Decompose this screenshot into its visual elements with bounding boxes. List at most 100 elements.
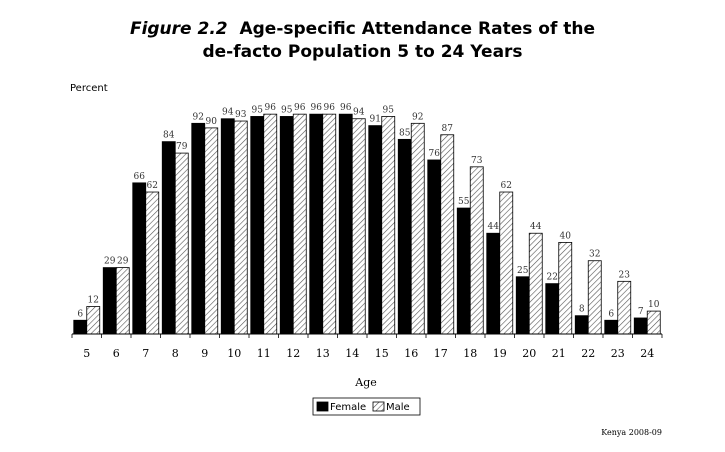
legend-box xyxy=(312,397,421,416)
data-label-female-18: 55 xyxy=(458,197,470,207)
data-label-male-16: 92 xyxy=(412,112,423,122)
legend-swatch-female xyxy=(316,401,329,412)
bar-male-16 xyxy=(410,122,425,335)
bar-female-15 xyxy=(368,125,383,335)
y-axis-label: Percent xyxy=(70,83,108,94)
data-label-male-20: 44 xyxy=(530,222,542,232)
bar-female-7 xyxy=(132,182,147,335)
bar-male-15 xyxy=(381,116,396,335)
data-label-female-16: 85 xyxy=(399,128,411,138)
x-tick-label-13: 13 xyxy=(316,347,330,360)
data-label-female-8: 84 xyxy=(163,131,175,141)
bar-female-6 xyxy=(102,267,117,335)
bar-female-18 xyxy=(456,207,471,335)
data-label-male-7: 62 xyxy=(147,181,158,191)
data-label-female-10: 94 xyxy=(222,108,234,118)
bar-male-19 xyxy=(499,191,514,335)
bar-female-12 xyxy=(279,116,294,335)
bar-male-14 xyxy=(351,118,366,335)
data-label-female-5: 6 xyxy=(77,309,83,319)
x-tick-label-7: 7 xyxy=(142,347,149,360)
data-label-female-19: 44 xyxy=(488,222,500,232)
bar-male-8 xyxy=(174,152,189,335)
bar-male-9 xyxy=(204,127,219,335)
x-tick-label-16: 16 xyxy=(404,347,418,360)
legend-label-female: Female xyxy=(330,402,366,413)
data-label-female-22: 8 xyxy=(579,305,585,315)
source-credit: Kenya 2008-09 xyxy=(601,428,662,437)
bar-female-17 xyxy=(427,159,442,335)
data-label-female-23: 6 xyxy=(608,309,614,319)
data-label-female-21: 22 xyxy=(547,273,558,283)
x-tick-label-15: 15 xyxy=(375,347,389,360)
data-label-male-19: 62 xyxy=(501,181,512,191)
title-line-2: de-facto Population 5 to 24 Years xyxy=(202,42,523,62)
data-label-male-13: 96 xyxy=(324,103,336,113)
bar-male-6 xyxy=(115,267,130,335)
data-label-female-11: 95 xyxy=(252,105,264,115)
bar-male-18 xyxy=(469,166,484,335)
x-tick-label-21: 21 xyxy=(552,347,566,360)
bar-male-22 xyxy=(587,260,602,335)
data-label-female-6: 29 xyxy=(104,257,116,267)
x-tick-label-20: 20 xyxy=(522,347,536,360)
x-tick-label-6: 6 xyxy=(113,347,120,360)
bar-female-5 xyxy=(73,319,88,335)
title-line-1: Figure 2.2 Age-specific Attendance Rates… xyxy=(0,18,725,41)
figure-number: Figure 2.2 xyxy=(129,19,228,39)
bar-female-20 xyxy=(515,276,530,335)
data-label-male-17: 87 xyxy=(442,124,454,134)
x-tick-label-10: 10 xyxy=(227,347,241,360)
x-tick-label-19: 19 xyxy=(493,347,507,360)
x-tick-label-12: 12 xyxy=(286,347,300,360)
bar-male-13 xyxy=(322,113,337,335)
bar-male-21 xyxy=(558,241,573,335)
bar-male-20 xyxy=(528,232,543,335)
bar-female-11 xyxy=(250,116,265,335)
data-label-female-24: 7 xyxy=(638,307,644,317)
legend: Female Male xyxy=(312,397,421,416)
bar-male-5 xyxy=(86,306,101,335)
legend-label-male: Male xyxy=(386,402,410,413)
data-label-female-9: 92 xyxy=(193,112,204,122)
chart-title: Figure 2.2 Age-specific Attendance Rates… xyxy=(0,18,725,64)
data-label-female-15: 91 xyxy=(370,115,381,125)
bar-female-19 xyxy=(486,232,501,335)
bar-male-7 xyxy=(145,191,160,335)
x-tick-label-17: 17 xyxy=(434,347,448,360)
x-axis-label: Age xyxy=(354,376,377,389)
x-tick-label-24: 24 xyxy=(640,347,654,360)
bar-female-23 xyxy=(604,319,619,335)
bar-female-24 xyxy=(633,317,648,335)
data-label-female-7: 66 xyxy=(134,172,146,182)
x-tick-label-11: 11 xyxy=(257,347,271,360)
data-label-male-8: 79 xyxy=(176,142,188,152)
x-tick-label-22: 22 xyxy=(581,347,595,360)
bar-female-9 xyxy=(191,122,206,335)
bar-female-13 xyxy=(309,113,324,335)
data-label-male-6: 29 xyxy=(117,257,129,267)
bar-female-22 xyxy=(574,315,589,335)
data-label-male-11: 96 xyxy=(265,103,277,113)
data-label-female-20: 25 xyxy=(517,266,529,276)
data-label-male-14: 94 xyxy=(353,108,365,118)
data-label-female-14: 96 xyxy=(340,103,352,113)
data-label-male-9: 90 xyxy=(206,117,218,127)
data-label-female-17: 76 xyxy=(429,149,441,159)
title-text-1: Age-specific Attendance Rates of the xyxy=(239,19,596,39)
x-tick-label-5: 5 xyxy=(83,347,90,360)
bar-male-10 xyxy=(233,120,248,335)
bar-female-16 xyxy=(397,138,412,335)
bar-female-8 xyxy=(161,141,176,335)
data-label-male-10: 93 xyxy=(235,110,247,120)
data-label-male-5: 12 xyxy=(88,296,99,306)
bar-female-10 xyxy=(220,118,235,335)
bar-male-17 xyxy=(440,134,455,335)
data-label-male-15: 95 xyxy=(383,105,395,115)
bar-male-23 xyxy=(617,280,632,335)
x-tick-label-18: 18 xyxy=(463,347,477,360)
data-label-male-22: 32 xyxy=(589,250,600,260)
data-label-female-12: 95 xyxy=(281,105,293,115)
data-label-male-18: 73 xyxy=(471,156,483,166)
